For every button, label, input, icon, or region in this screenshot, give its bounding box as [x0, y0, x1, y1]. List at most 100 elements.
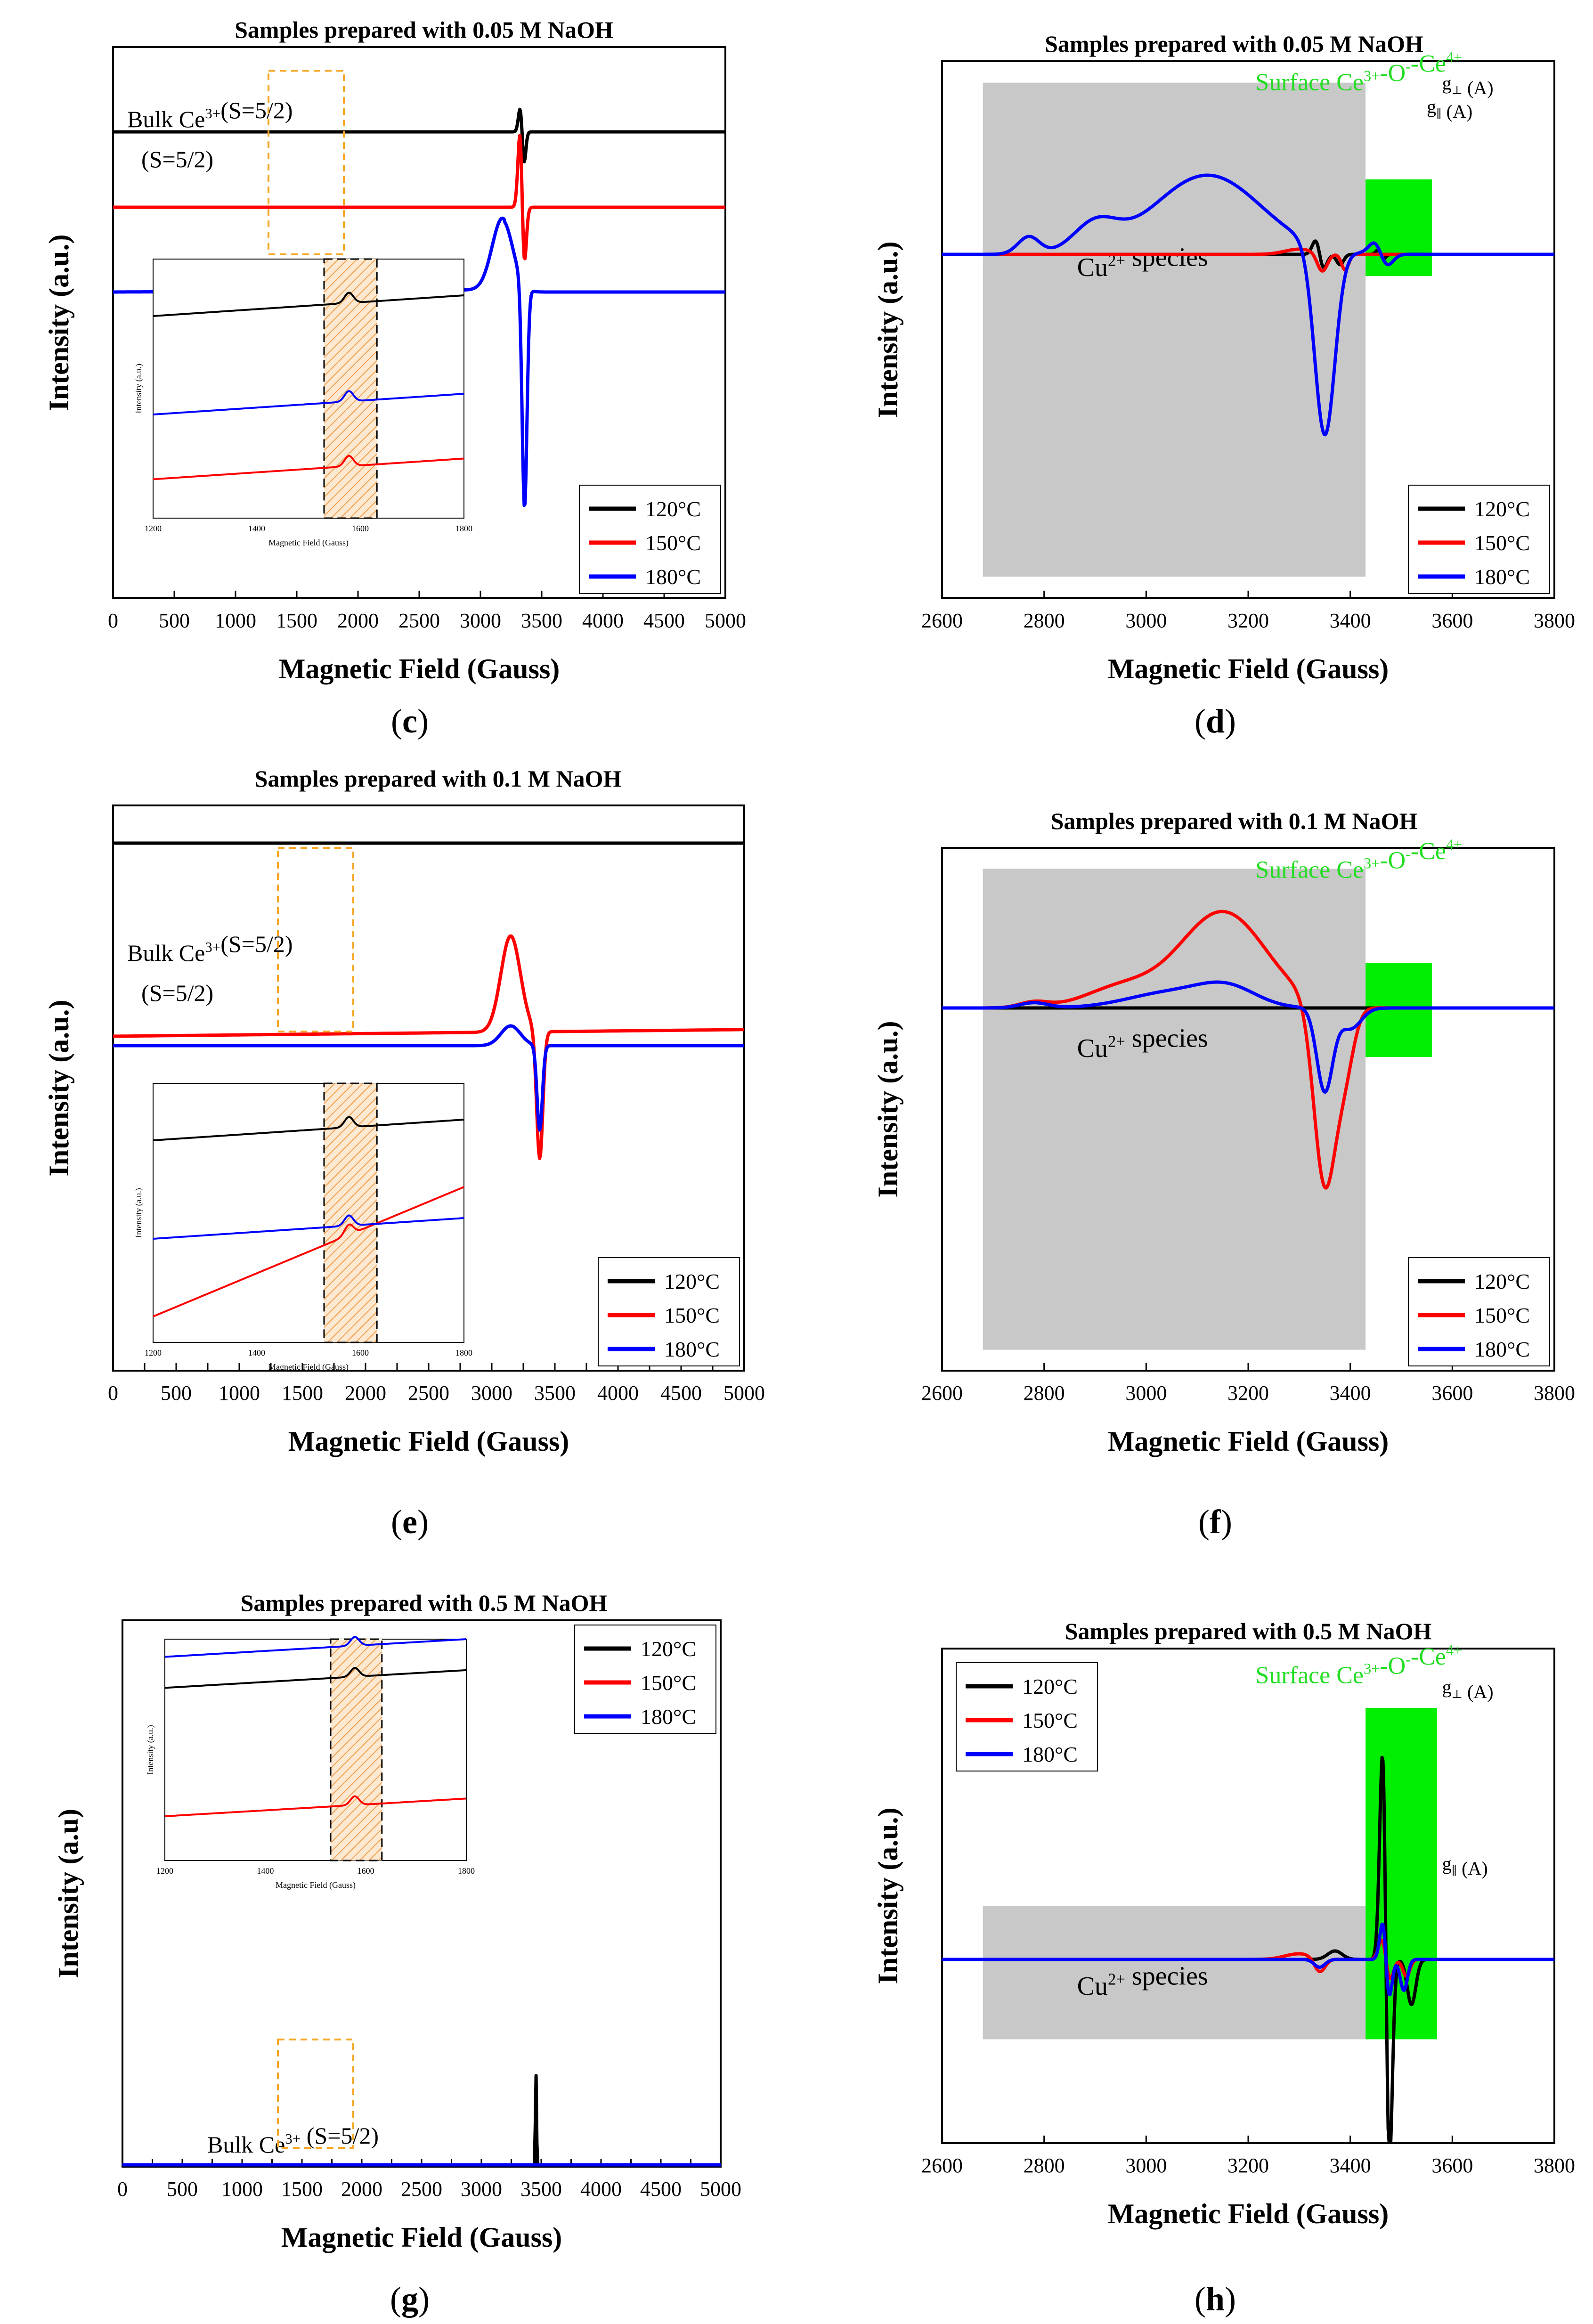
x-tick-label: 2600	[921, 1381, 963, 1405]
x-tick-label: 2800	[1024, 1381, 1065, 1405]
x-tick-label: 3600	[1431, 609, 1473, 632]
x-tick-label: 3600	[1431, 2154, 1473, 2177]
x-tick-label: 3200	[1227, 609, 1269, 632]
series-line-150°C	[112, 134, 726, 260]
y-axis-label: Intensity (a.u.)	[43, 999, 74, 1176]
cu-species-region	[983, 1906, 1366, 2040]
legend-label: 120°C	[1474, 497, 1530, 521]
legend-label: 120°C	[1022, 1674, 1078, 1698]
caption-f: (f)	[1198, 1503, 1232, 1541]
x-tick-label: 1000	[221, 2178, 263, 2201]
series-line-180°C	[941, 980, 1555, 1094]
x-tick-label: 1500	[281, 2178, 323, 2201]
cu-species-region	[983, 82, 1366, 577]
legend-label: 120°C	[1474, 1269, 1530, 1293]
x-tick-label: 3000	[1125, 1381, 1167, 1405]
chart-panel-h: Samples prepared with 0.5 M NaOH Cu2+ spe…	[872, 1618, 1575, 2229]
legend-label: 150°C	[1474, 531, 1530, 555]
inset-tick-label: 1400	[248, 1348, 265, 1357]
y-axis-label: Intensity (a.u.)	[872, 1807, 903, 1984]
x-tick-label: 2000	[341, 2178, 382, 2201]
chart-panel-c: Samples prepared with 0.05 M NaOH 0 500 100…	[43, 16, 746, 684]
x-tick-label: 1500	[276, 609, 317, 632]
x-tick-label: 3500	[520, 2178, 562, 2201]
bulk-ce-label: Bulk Ce3+(S=5/2)	[127, 97, 293, 132]
x-tick-label: 2500	[408, 1381, 449, 1405]
x-tick-label: 500	[161, 1381, 192, 1405]
x-tick-label: 3400	[1330, 1381, 1371, 1405]
x-tick-label: 2600	[921, 609, 963, 632]
cu-species-label: Cu2+ species	[1077, 243, 1208, 282]
legend-label: 180°C	[1474, 565, 1530, 589]
g-perp-label: g⊥ (A)	[1442, 1676, 1494, 1702]
legend-label: 150°C	[1022, 1708, 1078, 1732]
bulk-ce-highlight-box	[277, 847, 354, 1032]
chart-title: Samples prepared with 0.05 M NaOH	[1045, 31, 1423, 57]
x-tick-label: 4500	[640, 2178, 682, 2201]
x-tick-label: 2500	[401, 2178, 442, 2201]
x-tick-label: 3800	[1534, 609, 1575, 632]
x-tick-label: 3000	[461, 2178, 502, 2201]
inset-series-line	[164, 1666, 467, 1689]
x-axis-label: Magnetic Field (Gauss)	[279, 653, 560, 684]
inset-tick-label: 1800	[455, 1348, 472, 1357]
g-perp-label: g⊥ (A)	[1442, 73, 1494, 98]
y-axis-label: Intensity (a.u.)	[43, 234, 74, 411]
inset-series-line	[164, 1795, 467, 1817]
chart-title: Samples prepared with 0.05 M NaOH	[235, 16, 613, 43]
y-axis-label: Intensity (a.u)	[53, 1809, 84, 1978]
inset-series-line	[153, 1186, 464, 1317]
inset-tick-label: 1200	[156, 1866, 173, 1876]
inset-tick-label: 1800	[455, 524, 472, 533]
x-axis-label: Magnetic Field (Gauss)	[288, 1426, 569, 1457]
bulk-ce-highlight-box	[268, 70, 345, 255]
x-tick-label: 2000	[345, 1381, 386, 1405]
x-tick-label: 3400	[1330, 609, 1371, 632]
series-line-180°C	[941, 173, 1555, 437]
caption-g: (g)	[390, 2280, 430, 2318]
caption-e: (e)	[391, 1503, 429, 1541]
chart-title: Samples prepared with 0.1 M NaOH	[255, 765, 622, 792]
inset-y-label: Intensity (a.u.)	[146, 1725, 155, 1774]
chart-panel-d: Samples prepared with 0.05 M NaOH Cu2+ sp…	[872, 31, 1575, 684]
x-axis-label: Magnetic Field (Gauss)	[1108, 2198, 1389, 2229]
x-tick-label: 0	[117, 2178, 128, 2201]
inset-frame	[153, 1083, 464, 1343]
x-tick-label: 3000	[1125, 2154, 1167, 2177]
x-tick-label: 3600	[1431, 1381, 1473, 1405]
x-tick-label: 500	[167, 2178, 198, 2201]
x-tick-label: 2500	[398, 609, 440, 632]
chart-title: Samples prepared with 0.5 M NaOH	[1065, 1618, 1432, 1644]
legend-label: 120°C	[664, 1269, 720, 1293]
legend-label: 180°C	[645, 565, 701, 589]
x-tick-label: 1000	[215, 609, 256, 632]
x-tick-label: 5000	[723, 1381, 765, 1405]
legend-label: 150°C	[641, 1671, 696, 1695]
x-tick-label: 1000	[219, 1381, 260, 1405]
x-tick-label: 2000	[337, 609, 379, 632]
bulk-spin-label: (S=5/2)	[141, 980, 213, 1006]
x-tick-label: 3000	[460, 609, 501, 632]
surface-ce-label: Surface Ce3+-O--Ce4+	[1255, 836, 1462, 883]
series-line-150°C	[112, 934, 745, 1160]
inset-tick-label: 1800	[458, 1866, 475, 1876]
bulk-ce-label: Bulk Ce3+(S=5/2)	[127, 931, 293, 966]
bulk-ce-highlight-box	[277, 2039, 354, 2149]
x-tick-label: 3200	[1227, 2154, 1269, 2177]
x-tick-label: 4000	[580, 2178, 622, 2201]
legend-label: 150°C	[645, 531, 701, 555]
x-tick-label: 500	[159, 609, 190, 632]
legend-label: 180°C	[1022, 1742, 1078, 1766]
series-line-180°C	[112, 1024, 745, 1132]
x-tick-label: 4500	[643, 609, 685, 632]
x-tick-label: 3800	[1534, 1381, 1575, 1405]
inset-frame	[164, 1639, 467, 1861]
inset-series-line	[153, 390, 464, 415]
chart-panel-e: Samples prepared with 0.1 M NaOH 0 500 1000…	[43, 765, 765, 1457]
caption-d: (d)	[1194, 702, 1236, 740]
inset-hatch-band	[323, 258, 378, 519]
inset-y-label: Intensity (a.u.)	[134, 1188, 144, 1237]
x-tick-label: 4000	[597, 1381, 639, 1405]
inset-series-line	[153, 455, 464, 480]
legend-label: 120°C	[641, 1637, 696, 1661]
